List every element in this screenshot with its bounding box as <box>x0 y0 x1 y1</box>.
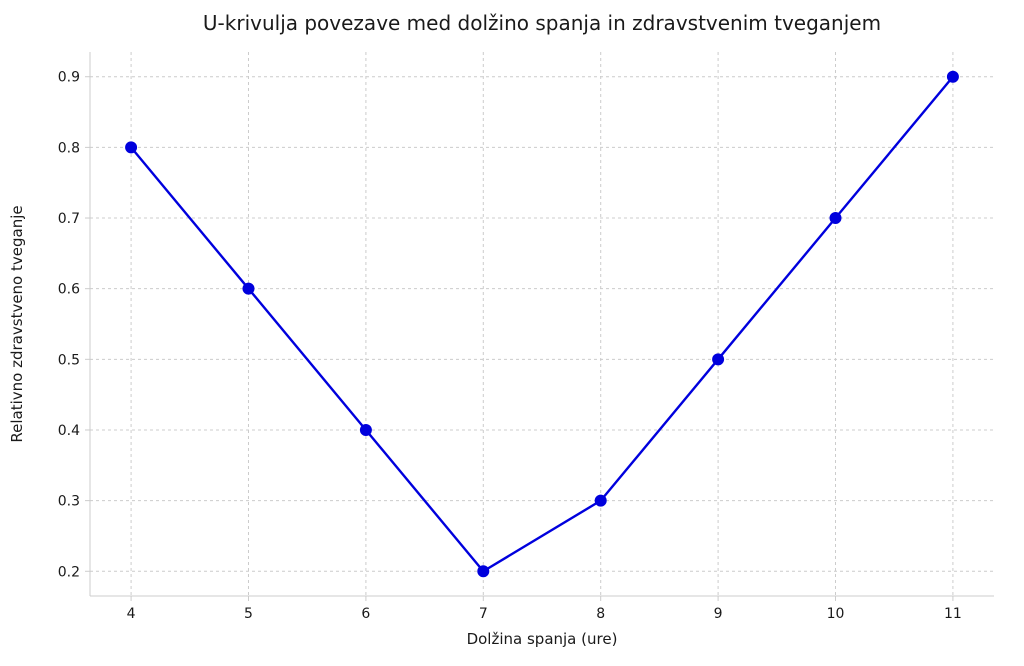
chart-title: U-krivulja povezave med dolžino spanja i… <box>203 11 881 35</box>
chart-container: 4 5 6 7 8 9 10 11 0.2 0.3 0.4 0.5 0.6 0.7 0.8 0.9 Dolžin… <box>0 0 1024 666</box>
x-tick-label: 5 <box>244 606 253 622</box>
x-tick-label: 6 <box>361 606 370 622</box>
y-tick-label: 0.8 <box>58 140 80 156</box>
data-marker <box>126 142 137 153</box>
data-marker <box>478 566 489 577</box>
x-tick-label: 8 <box>596 606 605 622</box>
x-tick-label: 7 <box>479 606 488 622</box>
y-tick-label: 0.9 <box>58 70 80 86</box>
y-tick-label: 0.4 <box>58 423 80 439</box>
data-marker <box>243 283 254 294</box>
x-tick-label: 9 <box>714 606 723 622</box>
x-tick-label: 11 <box>944 606 962 622</box>
data-marker <box>360 424 371 435</box>
data-marker <box>713 354 724 365</box>
line-chart: 4 5 6 7 8 9 10 11 0.2 0.3 0.4 0.5 0.6 0.7 0.8 0.9 Dolžin… <box>0 0 1024 666</box>
chart-background <box>0 0 1024 666</box>
y-tick-label: 0.3 <box>58 494 80 510</box>
data-marker <box>595 495 606 506</box>
y-tick-label: 0.5 <box>58 352 80 368</box>
x-tick-label: 10 <box>827 606 845 622</box>
data-marker <box>947 71 958 82</box>
data-marker <box>830 213 841 224</box>
y-axis-label: Relativno zdravstveno tveganje <box>8 205 26 442</box>
y-tick-label: 0.7 <box>58 211 80 227</box>
x-tick-label: 4 <box>127 606 136 622</box>
y-tick-label: 0.6 <box>58 282 80 298</box>
y-tick-label: 0.2 <box>58 564 80 580</box>
x-axis-label: Dolžina spanja (ure) <box>467 630 618 648</box>
